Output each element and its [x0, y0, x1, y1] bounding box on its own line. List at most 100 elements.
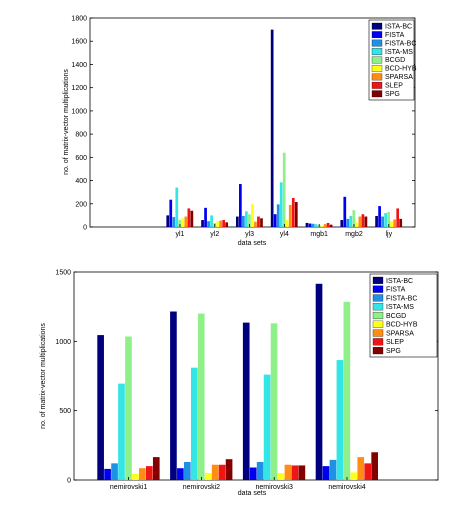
bar-bcgd-nemirovski2 — [197, 313, 205, 480]
bar-spg-nemirovski1 — [152, 457, 160, 480]
bar-ista-bc-nemirovski3 — [242, 322, 250, 480]
legend-entry: ISTA-MS — [385, 49, 413, 56]
plot-area-top — [89, 17, 416, 228]
legend-entry: FISTA — [385, 32, 405, 39]
bar-fista-yl3 — [239, 184, 242, 227]
bar-sparsa-yl1 — [184, 216, 188, 227]
legend-entry: SLEP — [385, 83, 403, 90]
bar-spg-yl4 — [294, 202, 298, 227]
bar-bcgd-mgb2 — [352, 210, 356, 227]
bar-fista-nemirovski2 — [177, 468, 184, 480]
xtick-label: yl3 — [245, 231, 254, 238]
bar-fista-nemirovski3 — [249, 467, 257, 480]
xtick-label: nemirovski2 — [183, 484, 220, 491]
bar-sparsa-yl2 — [219, 220, 223, 227]
bar-sparsa-yl4 — [288, 204, 292, 227]
bar-slep-nemirovski4 — [364, 463, 372, 480]
xticks-top: yl1 yl2 yl3 yl4 mgb1 mgb2 ljy — [175, 224, 393, 238]
xticks-bottom: nemirovski1 nemirovski2 nemirovski3 nemirov… — [110, 477, 366, 491]
bar-spg-nemirovski2 — [225, 459, 233, 480]
legend-swatch — [372, 329, 384, 337]
bar-bcgd-yl4 — [282, 152, 286, 227]
xtick-label: mgb2 — [345, 231, 363, 238]
bar-fista-nemirovski1 — [104, 468, 111, 480]
bar-fista-bc-yl2 — [207, 221, 210, 227]
bars-bottom — [97, 283, 379, 480]
bars-top — [166, 29, 403, 227]
ytick-label: 600 — [75, 155, 87, 162]
legend-entry: SLEP — [386, 339, 404, 346]
bar-sparsa-mgb1 — [323, 224, 327, 227]
bar-ista-bc-yl4 — [270, 29, 274, 227]
bar-ista-ms-nemirovski3 — [263, 374, 271, 480]
legend-swatch — [371, 90, 383, 98]
bar-bcd-hyb-nemirovski3 — [277, 473, 285, 480]
legend-entry: ISTA-BC — [385, 23, 412, 30]
bar-ista-bc-yl2 — [201, 220, 204, 227]
bar-ista-bc-yl1 — [166, 215, 170, 227]
legend-entry: BCGD — [385, 57, 405, 64]
ylabel-bottom: no. of matrix-vector multiplications — [40, 323, 47, 429]
bar-sparsa-nemirovski2 — [211, 464, 219, 480]
bar-spg-ljy — [399, 218, 403, 227]
legend-entry: SPG — [386, 348, 401, 355]
bar-ista-ms-yl3 — [245, 211, 248, 227]
bar-slep-nemirovski3 — [291, 465, 299, 480]
bar-fista-bc-yl3 — [242, 215, 245, 227]
bar-fista-bc-yl4 — [276, 204, 280, 227]
bar-bcd-hyb-nemirovski2 — [204, 473, 212, 480]
bar-sparsa-yl3 — [254, 221, 257, 227]
bar-bcgd-nemirovski4 — [343, 301, 351, 480]
bar-bcd-hyb-mgb1 — [320, 225, 324, 227]
ytick-label: 800 — [75, 132, 87, 139]
bar-spg-yl3 — [260, 218, 263, 227]
bar-sparsa-nemirovski4 — [357, 457, 365, 480]
ytick-label: 500 — [59, 408, 71, 415]
bar-bcgd-ljy — [387, 211, 391, 227]
legend-swatch — [372, 347, 384, 355]
bar-ista-ms-mgb1 — [314, 224, 318, 227]
legend-swatch — [372, 303, 384, 311]
bar-slep-mgb1 — [326, 222, 330, 227]
bar-slep-nemirovski2 — [218, 464, 226, 480]
xlabel-bottom: data sets — [238, 490, 267, 497]
bar-slep-yl1 — [187, 208, 191, 227]
legend-swatch — [372, 338, 384, 346]
ytick-label: 0 — [83, 225, 87, 232]
bar-ista-bc-mgb2 — [340, 220, 344, 227]
bar-bcd-hyb-yl4 — [285, 220, 289, 227]
bar-fista-bc-nemirovski2 — [184, 461, 191, 480]
xtick-label: nemirovski4 — [328, 484, 365, 491]
ytick-label: 1200 — [71, 85, 87, 92]
bar-fista-bc-yl1 — [172, 217, 176, 227]
legend-swatch — [372, 276, 384, 284]
bar-ista-bc-nemirovski4 — [315, 283, 323, 480]
bar-sparsa-ljy — [393, 219, 397, 227]
legend-entry: SPARSA — [386, 330, 414, 337]
bar-bcgd-nemirovski3 — [270, 323, 278, 480]
bar-bcd-hyb-yl3 — [251, 203, 254, 227]
bar-spg-mgb2 — [364, 216, 368, 227]
bar-ista-bc-mgb1 — [305, 222, 309, 227]
bar-spg-yl1 — [190, 210, 194, 227]
bar-slep-ljy — [396, 208, 400, 227]
bar-bcgd-yl1 — [178, 220, 182, 227]
bar-slep-yl2 — [222, 220, 226, 227]
chart-bottom: no. of matrix-vector multiplications dat… — [40, 270, 439, 497]
bar-slep-yl3 — [257, 216, 260, 227]
xtick-label: yl1 — [175, 231, 184, 238]
bar-slep-yl4 — [291, 197, 295, 227]
ytick-label: 1400 — [71, 62, 87, 69]
bar-ista-ms-yl1 — [175, 187, 179, 227]
bar-ista-bc-nemirovski1 — [97, 335, 104, 480]
bar-ista-ms-mgb2 — [349, 215, 353, 227]
bar-bcgd-nemirovski1 — [125, 336, 132, 480]
legend-swatch — [371, 39, 383, 47]
legend-swatch — [371, 73, 383, 81]
bar-ista-ms-yl2 — [210, 215, 213, 227]
xtick-label: ljy — [385, 231, 392, 238]
bar-ista-ms-nemirovski1 — [118, 383, 125, 480]
bar-fista-bc-mgb2 — [346, 218, 350, 227]
legend-swatch — [372, 320, 384, 328]
ylabel-top: no. of matrix-vector multiplications — [63, 69, 70, 175]
